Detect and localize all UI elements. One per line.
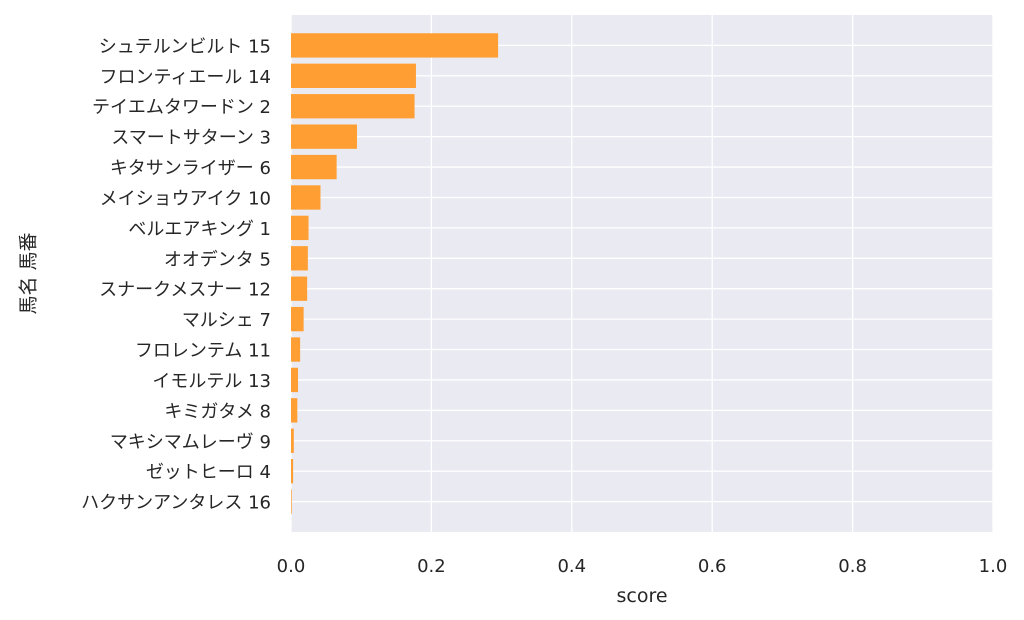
- bar: [291, 154, 337, 180]
- y-tick-labels: シュテルンビルト 15 フロンティエール 14 テイエムタワードン 2 スマートサター…: [81, 36, 271, 513]
- bar: [291, 215, 309, 241]
- y-tick-label: ベルエアキング 1: [128, 219, 271, 240]
- bar: [291, 124, 357, 149]
- y-tick-label: ゼットヒーロ 4: [146, 462, 271, 483]
- bar: [291, 94, 415, 119]
- y-tick-label: マルシェ 7: [182, 310, 271, 331]
- bars: [291, 33, 499, 514]
- y-tick-label: スマートサターン 3: [111, 128, 271, 149]
- bar: [291, 185, 321, 210]
- y-tick-label: テイエムタワードン 2: [92, 97, 271, 118]
- y-tick-label: キタサンライザー 6: [110, 158, 271, 179]
- bar: [291, 489, 292, 514]
- x-tick-labels: 0.0 0.2 0.4 0.6 0.8 1.0: [277, 556, 1008, 577]
- bar: [291, 367, 299, 393]
- bar: [291, 428, 294, 453]
- y-tick-label: メイショウアイク 10: [100, 188, 271, 209]
- bar: [291, 33, 499, 58]
- y-tick-label: マキシマムレーヴ 9: [110, 432, 271, 453]
- grid-lines: [290, 15, 994, 532]
- y-tick-label: スナークメスナー 12: [99, 280, 271, 301]
- bar: [291, 246, 308, 271]
- y-tick-label: シュテルンビルト 15: [99, 36, 271, 57]
- x-tick-label: 0.4: [557, 556, 586, 577]
- x-tick-label: 0.0: [277, 556, 306, 577]
- x-tick-label: 0.8: [838, 556, 867, 577]
- x-tick-label: 0.2: [417, 556, 446, 577]
- x-tick-label: 1.0: [979, 556, 1008, 577]
- bar: [291, 306, 304, 332]
- x-axis-title: score: [616, 585, 667, 607]
- y-tick-label: キミガタメ 8: [164, 401, 271, 422]
- y-tick-label: フロンティエール 14: [99, 67, 271, 88]
- y-axis-title: 馬名 馬番: [18, 232, 40, 314]
- y-tick-label: オオデンタ 5: [164, 249, 271, 270]
- bar: [291, 276, 308, 301]
- plot-area: [291, 15, 993, 532]
- y-tick-label: イモルテル 13: [152, 371, 271, 392]
- bar: [291, 459, 294, 484]
- bar: [291, 398, 298, 423]
- y-tick-label: フロレンテム 11: [135, 341, 271, 362]
- x-tick-label: 0.6: [698, 556, 727, 577]
- bar: [291, 63, 416, 88]
- y-tick-label: ハクサンアンタレス 16: [81, 493, 271, 514]
- bar: [291, 337, 301, 362]
